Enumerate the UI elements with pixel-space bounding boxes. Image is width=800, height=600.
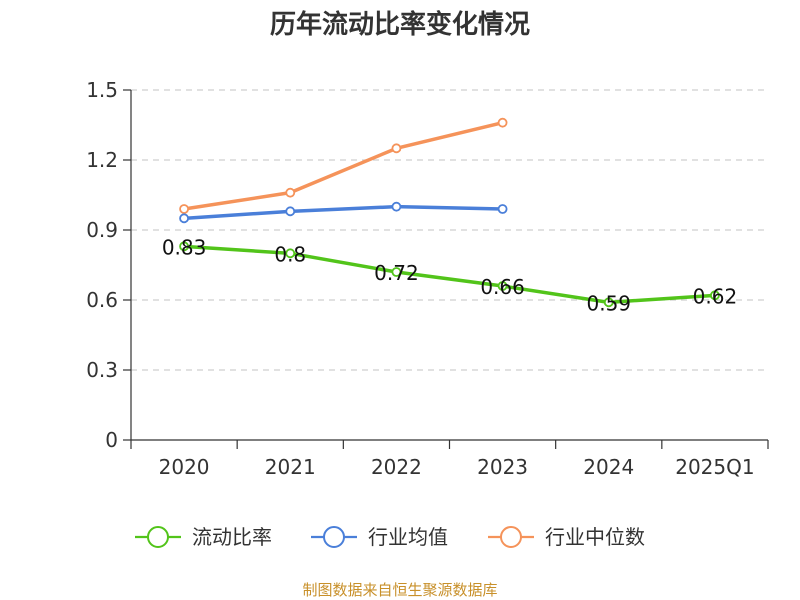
x-axis-tick-labels: 2020 2021 2022 2023 2024 2025Q1 (159, 455, 755, 479)
legend-marker (323, 526, 345, 548)
series-line-0 (183, 244, 716, 305)
data-point (391, 143, 402, 154)
legend-label: 流动比率 (192, 525, 272, 549)
source-note: 制图数据来自恒生聚源数据库 (302, 581, 497, 599)
y-tick-label: 0.9 (86, 218, 118, 242)
data-label: 0.62 (693, 284, 738, 308)
x-tick-label: 2023 (477, 455, 528, 479)
data-point (603, 297, 614, 308)
data-labels: 0.83 0.8 0.72 0.66 0.59 0.62 (162, 235, 737, 315)
data-point (391, 267, 402, 277)
data-label: 0.66 (480, 275, 525, 299)
x-tick-label: 2021 (265, 455, 316, 479)
legend-marker (500, 526, 522, 548)
y-tick-label: 1.5 (86, 78, 118, 102)
data-point (285, 248, 296, 259)
x-tick-label: 2024 (583, 455, 634, 479)
legend-label: 行业中位数 (545, 525, 645, 549)
grid-lines (131, 89, 768, 371)
y-tick-label: 0 (105, 428, 118, 452)
legend-marker (147, 526, 169, 548)
data-label: 0.8 (274, 242, 306, 266)
series-line-1 (183, 204, 503, 221)
series-line-2 (183, 120, 503, 211)
x-tick-label: 2020 (159, 455, 210, 479)
data-label: 0.72 (374, 261, 419, 285)
data-point (391, 201, 402, 212)
y-tick-label: 1.2 (86, 148, 118, 172)
data-point (285, 187, 296, 198)
data-point (710, 290, 720, 301)
x-tick-label: 2025Q1 (675, 455, 754, 479)
data-point (497, 204, 508, 214)
data-point (285, 206, 296, 217)
y-tick-label: 0.6 (86, 288, 118, 312)
data-point (179, 213, 189, 224)
data-label: 0.59 (586, 291, 631, 315)
y-tick-label: 0.3 (86, 358, 118, 382)
legend: 流动比率 行业均值 行业中位数 (135, 525, 645, 549)
y-axis-tick-labels: 0 0.3 0.6 0.9 1.2 1.5 (86, 78, 118, 452)
data-point (497, 117, 508, 128)
legend-label: 行业均值 (368, 525, 448, 549)
axes (123, 89, 769, 449)
x-tick-label: 2022 (371, 455, 422, 479)
data-label: 0.83 (162, 235, 207, 259)
data-point (497, 281, 508, 291)
chart-title: 历年流动比率变化情况 (270, 9, 530, 40)
series-group (179, 117, 720, 308)
data-point (179, 204, 189, 214)
data-point (179, 241, 189, 252)
